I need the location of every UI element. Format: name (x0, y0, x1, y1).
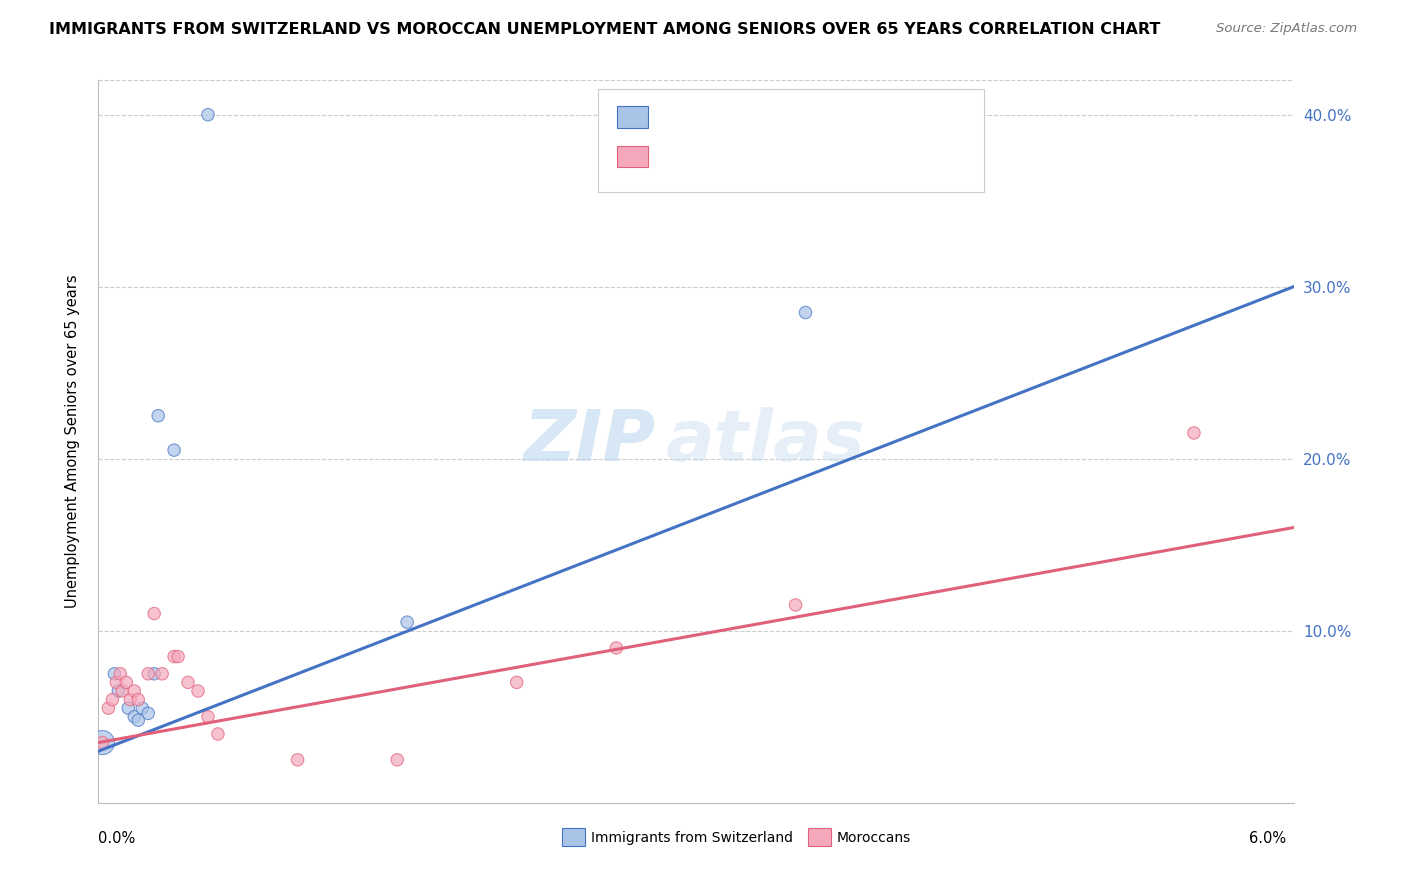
Point (187, 684, 209, 698)
Point (794, 305, 817, 319)
Point (207, 727, 229, 741)
Point (605, 640, 627, 655)
Text: Source: ZipAtlas.com: Source: ZipAtlas.com (1216, 22, 1357, 36)
Point (163, 649, 186, 664)
Point (287, 753, 309, 767)
Point (127, 713, 149, 727)
Point (177, 675, 200, 690)
Point (163, 443, 186, 458)
Text: 0.0%: 0.0% (98, 831, 135, 846)
Point (97, 701, 120, 715)
Point (124, 710, 146, 724)
Text: atlas: atlas (666, 407, 866, 476)
Point (197, 710, 219, 724)
Point (101, 692, 124, 706)
Point (110, 666, 132, 681)
Point (167, 649, 190, 664)
Point (197, 108, 219, 122)
Point (143, 666, 166, 681)
Point (136, 706, 159, 721)
Text: IMMIGRANTS FROM SWITZERLAND VS MOROCCAN UNEMPLOYMENT AMONG SENIORS OVER 65 YEARS: IMMIGRANTS FROM SWITZERLAND VS MOROCCAN … (49, 22, 1160, 37)
Point (127, 692, 149, 706)
Point (150, 666, 173, 681)
Y-axis label: Unemployment Among Seniors over 65 years: Unemployment Among Seniors over 65 years (65, 275, 80, 608)
Point (117, 701, 139, 715)
Point (120, 692, 142, 706)
Text: R = 0.532   N = 14: R = 0.532 N = 14 (657, 110, 841, 128)
Point (148, 409, 170, 423)
Point (785, 598, 807, 612)
Point (506, 675, 529, 690)
Point (124, 684, 146, 698)
Point (91, 735, 114, 749)
Text: ZIP: ZIP (524, 407, 657, 476)
Point (111, 684, 134, 698)
Point (131, 701, 153, 715)
Point (91, 735, 114, 749)
Point (105, 675, 128, 690)
Point (385, 753, 409, 767)
Point (1182, 425, 1205, 440)
Point (396, 615, 419, 630)
Text: R = 0.587   N = 25: R = 0.587 N = 25 (657, 147, 841, 165)
Text: Immigrants from Switzerland: Immigrants from Switzerland (591, 831, 793, 846)
Text: 6.0%: 6.0% (1250, 831, 1286, 846)
Point (107, 684, 129, 698)
Text: Moroccans: Moroccans (837, 831, 911, 846)
Point (115, 675, 138, 690)
Point (143, 607, 166, 621)
Point (103, 666, 125, 681)
Point (136, 666, 159, 681)
